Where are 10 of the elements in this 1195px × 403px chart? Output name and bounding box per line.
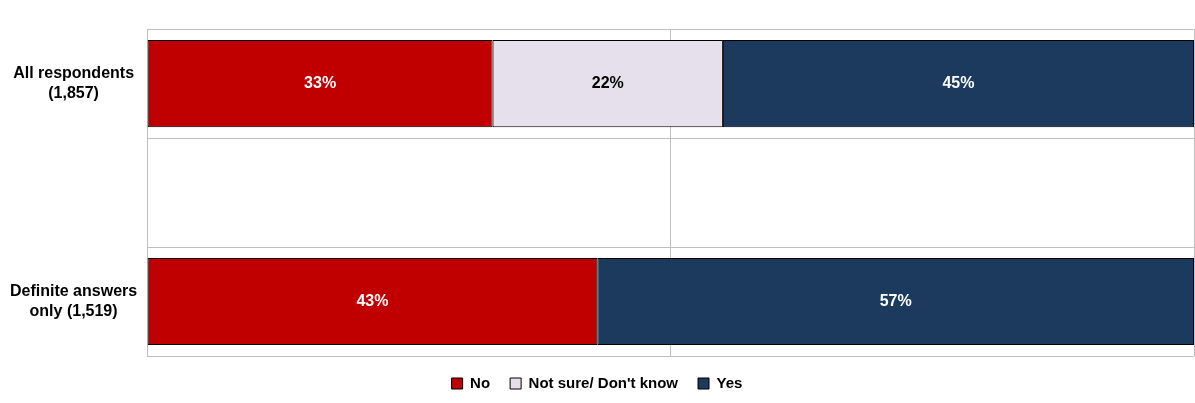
data-label: 22% [591, 74, 624, 92]
legend-label: Not sure/ Don't know [528, 373, 679, 391]
legend-label: Yes [716, 373, 743, 391]
y-tick-label: All respondents (1,857) [13, 64, 135, 101]
y-tick-label: Definite answers only (1,519) [10, 282, 138, 319]
data-label: 43% [356, 291, 389, 309]
legend-label: No [470, 373, 491, 391]
data-label: 57% [879, 291, 912, 309]
data-label: 33% [304, 74, 337, 92]
data-label: 45% [942, 74, 975, 92]
